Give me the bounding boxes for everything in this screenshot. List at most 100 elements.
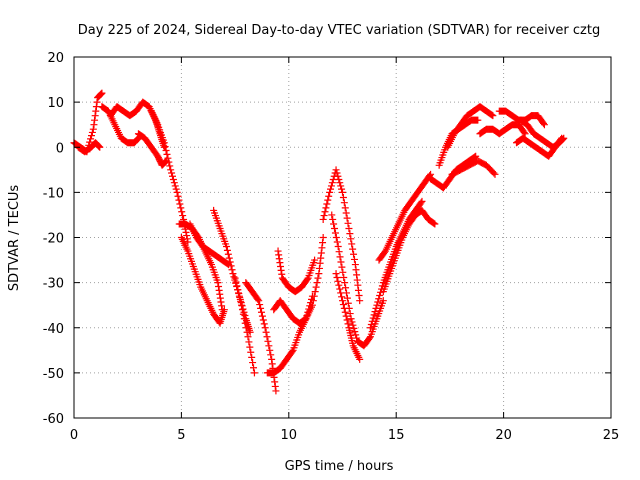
data-point <box>259 316 267 324</box>
data-point <box>431 220 439 228</box>
series-arc-25 <box>448 157 499 178</box>
data-point <box>169 172 177 180</box>
data-point <box>355 292 363 300</box>
data-point <box>344 320 352 328</box>
data-point <box>316 259 324 267</box>
y-tick-label: -20 <box>43 232 64 247</box>
series-arc-15 <box>270 234 327 327</box>
data-point <box>339 301 347 309</box>
data-point <box>169 175 177 183</box>
data-point <box>182 228 190 236</box>
x-tick-label: 20 <box>495 428 512 443</box>
data-point <box>256 301 264 309</box>
data-point <box>327 185 335 193</box>
data-point <box>340 304 348 312</box>
data-point <box>343 294 351 302</box>
data-point <box>89 125 97 133</box>
data-point <box>337 289 345 297</box>
data-point <box>366 334 374 342</box>
data-point <box>277 263 285 271</box>
data-point <box>171 182 179 190</box>
data-point <box>88 128 96 136</box>
data-point <box>474 116 482 124</box>
y-tick-label: -10 <box>43 186 64 201</box>
data-point <box>276 259 284 267</box>
data-point <box>160 139 168 147</box>
data-point <box>243 328 251 336</box>
data-point <box>161 143 169 151</box>
data-point <box>134 135 142 143</box>
data-point <box>274 247 282 255</box>
data-point <box>367 321 375 329</box>
y-tick-label: -50 <box>43 367 64 382</box>
data-point <box>356 297 364 305</box>
data-point <box>166 162 174 170</box>
data-point <box>272 387 280 395</box>
data-point <box>350 324 358 332</box>
data-point <box>332 270 340 278</box>
data-point <box>177 204 185 212</box>
data-point <box>87 135 95 143</box>
chart-title: Day 225 of 2024, Sidereal Day-to-day VTE… <box>78 23 600 38</box>
data-point <box>223 243 231 251</box>
data-point <box>97 90 105 98</box>
data-point <box>334 172 342 180</box>
data-point <box>217 298 225 306</box>
data-point <box>261 324 269 332</box>
data-point <box>93 98 101 106</box>
data-point <box>95 143 103 151</box>
data-point <box>242 324 250 332</box>
data-point <box>96 143 104 151</box>
data-point <box>310 292 318 300</box>
data-point <box>168 169 176 177</box>
series-arc-9 <box>177 234 228 327</box>
data-point <box>230 273 238 281</box>
series-arc-24 <box>444 103 497 151</box>
data-point <box>328 211 336 219</box>
data-point <box>214 279 222 287</box>
y-tick-label: -60 <box>43 412 64 427</box>
data-point <box>353 271 361 279</box>
data-point <box>309 297 317 305</box>
data-point <box>246 343 254 351</box>
data-point <box>342 312 350 320</box>
data-point <box>371 308 379 316</box>
data-point <box>344 299 352 307</box>
data-point <box>235 290 243 298</box>
data-point <box>350 255 358 263</box>
data-point <box>338 293 346 301</box>
data-point <box>334 277 342 285</box>
series-arc-17 <box>328 211 387 350</box>
series-arc-14 <box>274 247 319 296</box>
data-point <box>341 308 349 316</box>
data-point <box>163 150 171 158</box>
data-point <box>97 90 105 98</box>
data-point <box>539 119 547 127</box>
data-point <box>488 111 496 119</box>
data-point <box>255 297 263 305</box>
data-points <box>70 89 568 395</box>
data-point <box>343 316 351 324</box>
data-point <box>176 200 184 208</box>
data-point <box>165 158 173 166</box>
data-point <box>313 279 321 287</box>
data-point <box>179 212 187 220</box>
data-point <box>260 320 268 328</box>
data-point <box>241 319 249 327</box>
y-axis-label: SDTVAR / TECUs <box>7 185 22 292</box>
data-point <box>86 138 94 146</box>
data-point <box>98 89 106 97</box>
data-point <box>336 285 344 293</box>
data-point <box>237 297 245 305</box>
data-point <box>368 317 376 325</box>
data-point <box>265 342 273 350</box>
data-point <box>311 256 319 264</box>
data-point <box>264 337 272 345</box>
y-tick-label: 10 <box>47 96 64 111</box>
series-arc-18 <box>332 270 364 363</box>
data-point <box>336 253 344 261</box>
series-arc-29 <box>512 134 566 160</box>
x-axis-label: GPS time / hours <box>285 459 394 474</box>
data-point <box>183 235 191 243</box>
